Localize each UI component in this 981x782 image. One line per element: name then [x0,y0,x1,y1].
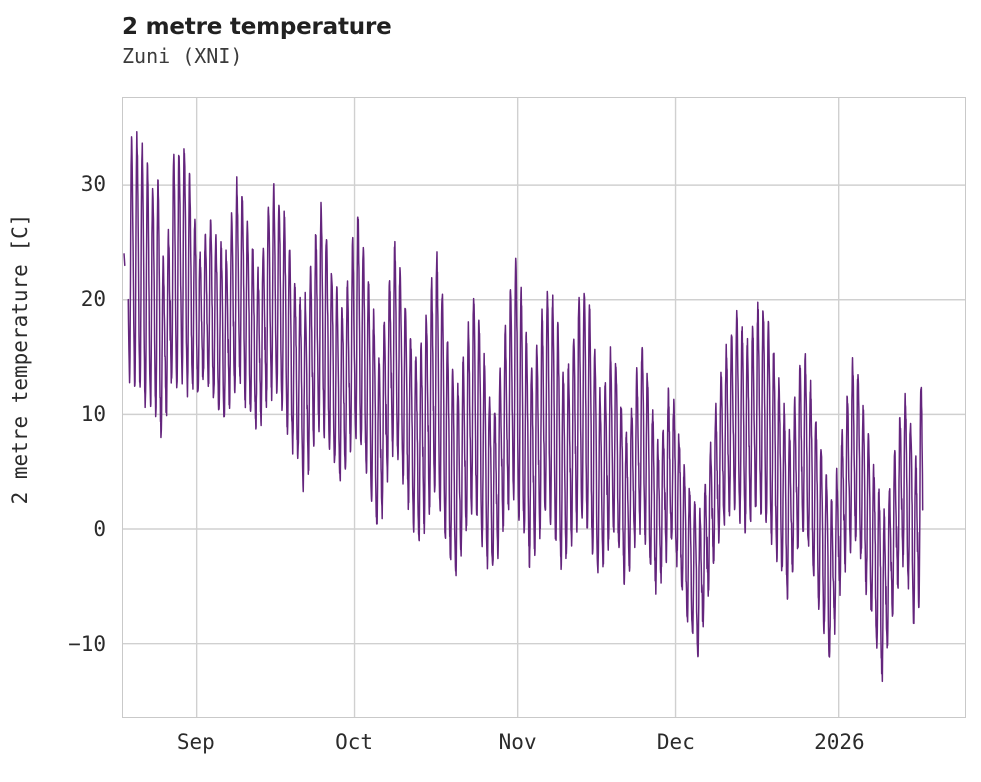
title-block: 2 metre temperature Zuni (XNI) [122,14,922,69]
x-tick-label: Sep [176,730,215,754]
chart-subtitle: Zuni (XNI) [122,44,243,69]
x-tick-label: Dec [656,730,695,754]
x-tick-label: Oct [335,730,374,754]
y-tick-label: 30 [80,172,106,197]
timeseries-plot [123,98,965,717]
page-title: 2 metre temperature [122,14,392,40]
x-tick-label: 2026 [814,730,865,754]
y-tick-label: −10 [68,632,106,657]
y-tick-label: 0 [93,517,106,542]
y-tick-label: 20 [80,287,106,312]
temperature-series-line [123,130,924,683]
x-tick-label: Nov [498,730,537,754]
y-axis-label: 2 metre temperature [C] [0,0,40,782]
plot-area [122,97,966,718]
y-tick-label: 10 [80,402,106,427]
y-axis-label-text: 2 metre temperature [C] [8,213,32,505]
